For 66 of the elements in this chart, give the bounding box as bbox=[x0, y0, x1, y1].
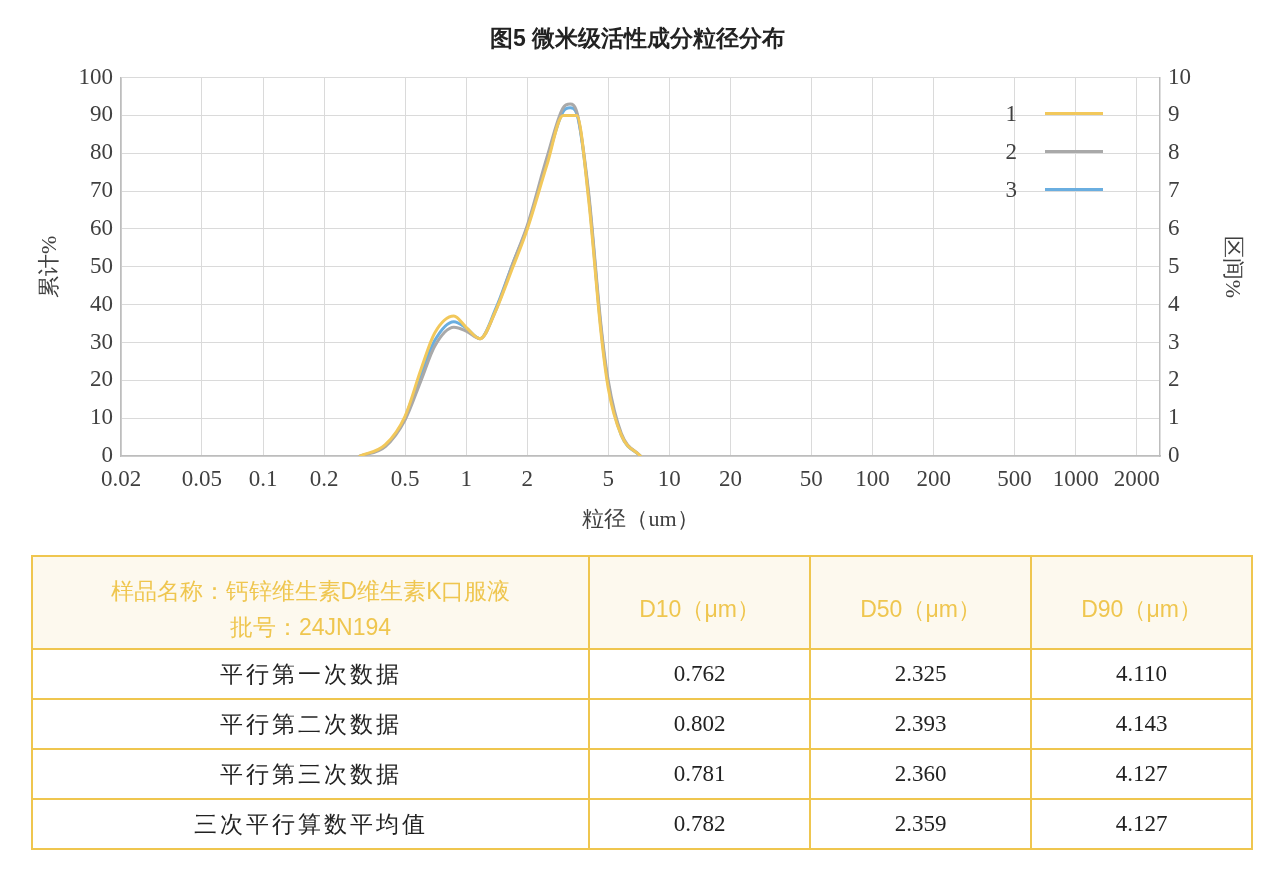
x-tick-label: 0.02 bbox=[100, 465, 142, 491]
x-tick-label: 0.1 bbox=[248, 465, 278, 491]
category-label: D90（μm） bbox=[1031, 556, 1252, 649]
x-axis-title: 粒径（um） bbox=[582, 505, 699, 531]
text: 2.325 bbox=[894, 661, 947, 686]
y-tick-label: 20 bbox=[90, 366, 113, 392]
y2-tick-label: 7 bbox=[1168, 177, 1180, 203]
category-label: 三次平行算数平均值 bbox=[193, 811, 428, 837]
text: 4.127 bbox=[1115, 811, 1168, 836]
y2-tick-label: 3 bbox=[1168, 328, 1180, 354]
y-tick-label: 60 bbox=[90, 215, 113, 241]
x-tick-label: 1 bbox=[460, 465, 472, 491]
y-tick-label: 50 bbox=[90, 252, 113, 278]
x-tick-label: 100 bbox=[855, 465, 890, 491]
category-label: 平行第三次数据 bbox=[219, 761, 402, 787]
y-axis-title: 累计% bbox=[35, 235, 61, 298]
y2-tick-label: 6 bbox=[1168, 215, 1180, 241]
category-label: D10（μm） bbox=[589, 556, 810, 649]
y2-tick-label: 1 bbox=[1168, 404, 1180, 430]
text: 2.360 bbox=[894, 761, 947, 786]
text: 0.782 bbox=[673, 811, 726, 836]
x-tick-label: 20 bbox=[719, 465, 743, 491]
y-tick-label: 30 bbox=[90, 328, 113, 354]
y-tick-label: 40 bbox=[90, 290, 113, 316]
text: 2.393 bbox=[894, 711, 947, 736]
chart-title: 图5 微米级活性成分粒径分布 bbox=[489, 25, 786, 52]
x-tick-label: 10 bbox=[657, 465, 681, 491]
y2-tick-label: 9 bbox=[1168, 101, 1180, 127]
legend-label: 2 bbox=[1005, 138, 1017, 164]
y-tick-label: 10 bbox=[90, 404, 113, 430]
x-tick-label: 5 bbox=[602, 465, 614, 491]
x-tick-label: 0.2 bbox=[309, 465, 339, 491]
text: 0.802 bbox=[673, 711, 726, 736]
text: 4.110 bbox=[1116, 661, 1167, 686]
category-label: D50（μm） bbox=[810, 556, 1031, 649]
text: 0.781 bbox=[673, 761, 726, 786]
text: 0.762 bbox=[673, 661, 726, 686]
text: 4.127 bbox=[1115, 761, 1168, 786]
x-tick-label: 200 bbox=[916, 465, 951, 491]
category-label: 平行第一次数据 bbox=[219, 661, 402, 687]
y-tick-label: 70 bbox=[90, 177, 113, 203]
y2-tick-label: 10 bbox=[1168, 63, 1191, 89]
y-tick-label: 90 bbox=[90, 101, 113, 127]
y2-tick-label: 4 bbox=[1168, 290, 1180, 316]
x-tick-label: 2 bbox=[521, 465, 534, 491]
y-tick-label: 0 bbox=[101, 442, 113, 468]
y-tick-label: 100 bbox=[78, 63, 113, 89]
y2-axis-title: 区间% bbox=[1221, 235, 1247, 298]
text: 2.359 bbox=[894, 811, 947, 836]
text: 4.143 bbox=[1115, 711, 1168, 736]
y2-tick-label: 8 bbox=[1168, 139, 1180, 165]
y2-tick-label: 2 bbox=[1168, 366, 1180, 392]
x-tick-label: 500 bbox=[997, 465, 1032, 491]
text: 样品名称：钙锌维生素D维生素K口服液 bbox=[109, 577, 512, 606]
legend-label: 1 bbox=[1005, 100, 1017, 126]
y2-tick-label: 5 bbox=[1168, 252, 1180, 278]
x-tick-label: 0.05 bbox=[181, 465, 222, 491]
x-tick-label: 50 bbox=[799, 465, 823, 491]
text: 批号：24JN194 bbox=[228, 613, 393, 642]
x-tick-label: 0.5 bbox=[390, 465, 420, 491]
y-tick-label: 80 bbox=[90, 139, 113, 165]
category-label: 平行第二次数据 bbox=[219, 711, 402, 737]
x-tick-label: 2000 bbox=[1113, 465, 1160, 491]
x-tick-label: 1000 bbox=[1052, 465, 1099, 491]
y2-tick-label: 0 bbox=[1168, 442, 1180, 468]
legend-label: 3 bbox=[1005, 176, 1017, 202]
